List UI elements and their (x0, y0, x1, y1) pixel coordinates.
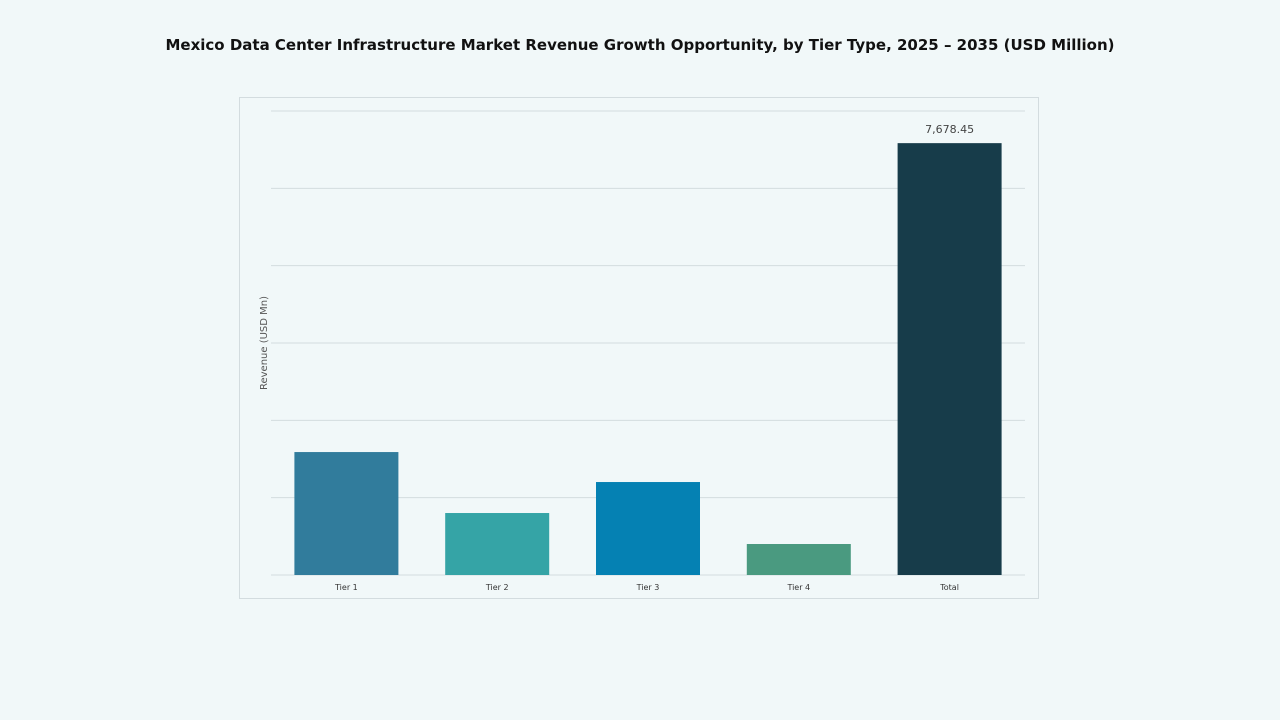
bar-tier-3 (596, 482, 700, 575)
bar-tier-2 (445, 513, 550, 575)
x-tick-label: Total (939, 583, 959, 592)
y-axis-label: Revenue (USD Mn) (259, 296, 270, 390)
bar-total (897, 143, 1002, 575)
chart-frame (239, 97, 1039, 599)
x-tick-label: Tier 2 (485, 583, 509, 592)
data-label: 7,678.45 (925, 123, 974, 136)
chart-title: Mexico Data Center Infrastructure Market… (165, 36, 1115, 54)
x-tick-label: Tier 1 (334, 583, 358, 592)
bar-tier-1 (294, 452, 399, 575)
x-tick-label: Tier 4 (786, 583, 810, 592)
bar-tier-4 (746, 544, 851, 575)
x-tick-label: Tier 3 (636, 583, 660, 592)
